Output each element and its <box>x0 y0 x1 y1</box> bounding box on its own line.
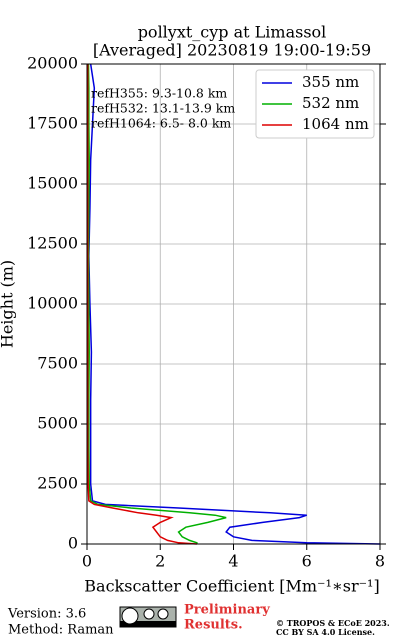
x-tick-label: 8 <box>375 552 385 571</box>
x-tick-label: 6 <box>302 552 312 571</box>
y-axis-label: Height (m) <box>0 260 17 348</box>
legend-label: 355 nm <box>302 73 359 91</box>
legend-label: 1064 nm <box>302 115 369 133</box>
chart-subtitle: [Averaged] 20230819 19:00-19:59 <box>93 41 371 60</box>
annotation: refH355: 9.3-10.8 km <box>91 86 227 101</box>
y-tick-label: 0 <box>68 534 78 553</box>
y-tick-label: 2500 <box>37 474 78 493</box>
x-tick-label: 4 <box>228 552 238 571</box>
legend-label: 532 nm <box>302 94 359 112</box>
y-tick-label: 10000 <box>27 294 78 313</box>
x-axis-label: Backscatter Coefficient [Mm⁻¹∗sr⁻¹] <box>84 577 379 596</box>
license: CC BY SA 4.0 License. <box>276 627 375 637</box>
y-tick-label: 20000 <box>27 54 78 73</box>
plot-frame <box>86 63 381 545</box>
y-tick-label: 5000 <box>37 414 78 433</box>
y-tick-label: 7500 <box>37 354 78 373</box>
annotation: refH532: 13.1-13.9 km <box>91 101 235 116</box>
profile-line <box>87 63 227 544</box>
chart-title: pollyxt_cyp at Limassol <box>138 23 327 42</box>
y-tick-label: 17500 <box>27 114 78 133</box>
x-tick-label: 2 <box>155 552 165 571</box>
y-tick-label: 12500 <box>27 234 78 253</box>
annotation: refH1064: 6.5- 8.0 km <box>91 116 231 131</box>
legend-box <box>255 69 375 139</box>
cc-logo <box>119 606 177 628</box>
x-tick-label: 0 <box>82 552 92 571</box>
method: Method: Raman <box>8 623 114 638</box>
notice: Preliminary <box>184 603 270 618</box>
notice: Results. <box>184 618 243 633</box>
profile-line <box>88 63 381 545</box>
y-tick-label: 15000 <box>27 174 78 193</box>
copyright: © TROPOS & ECoE 2023. <box>276 618 390 628</box>
profile-line <box>86 64 197 545</box>
version: Version: 3.6 <box>7 607 86 622</box>
